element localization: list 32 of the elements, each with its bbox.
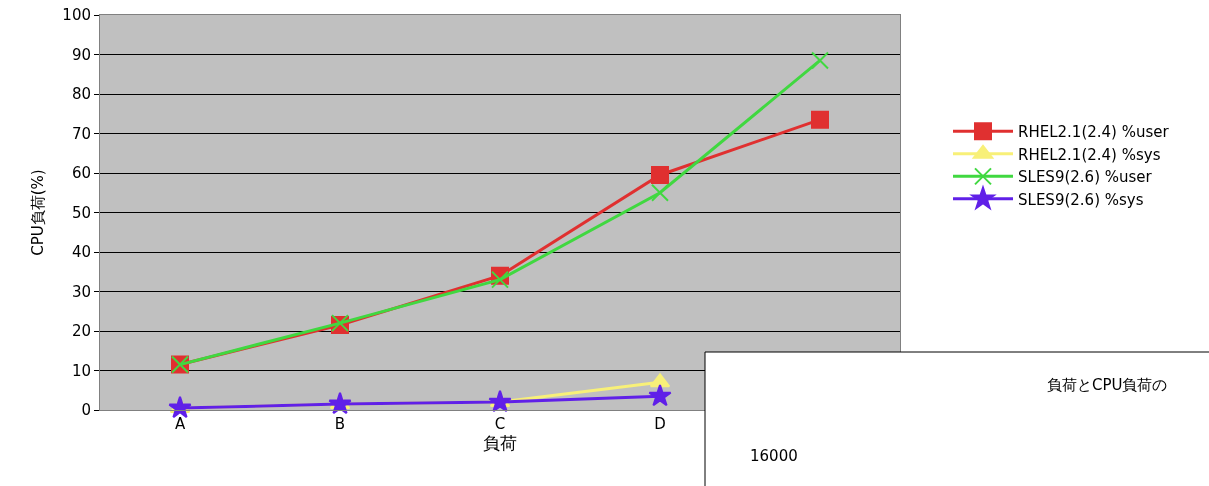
y-tick-label: 60: [71, 164, 91, 183]
y-tick-label: 100: [62, 6, 91, 25]
point: [648, 383, 672, 407]
point: [811, 110, 829, 129]
y-tick-label: 80: [71, 85, 91, 104]
legend-label: RHEL2.1(2.4) %user: [1018, 123, 1170, 142]
x-tick-label: A: [174, 415, 186, 433]
y-tick-label: 70: [71, 124, 91, 143]
legend-label: SLES9(2.6) %user: [1018, 168, 1153, 187]
y-axis-title: CPU負荷(%): [28, 169, 47, 256]
x-tick-label: B: [334, 415, 346, 433]
y-tick-label: 40: [71, 243, 91, 262]
point: [491, 270, 509, 289]
y-tick-label: 20: [71, 322, 91, 341]
point: [651, 183, 669, 202]
x-tick-label: C: [494, 415, 506, 433]
y-tick-label: 0: [81, 401, 91, 420]
y-tick-label: 90: [71, 45, 91, 64]
point: [811, 51, 829, 70]
y-tick-label: 10: [71, 361, 91, 380]
point: [651, 165, 669, 184]
x-tick-label: D: [654, 415, 666, 433]
legend-label: RHEL2.1(2.4) %sys: [1018, 145, 1161, 164]
legend-label: SLES9(2.6) %sys: [1018, 190, 1144, 209]
text: 16000: [750, 447, 798, 465]
y-tick-label: 30: [71, 282, 91, 301]
point: [168, 395, 192, 419]
point: [488, 389, 512, 413]
point: [328, 391, 352, 415]
y-tick-label: 50: [71, 203, 91, 222]
text: 負荷とCPU負荷の: [1047, 376, 1168, 394]
x-axis-title: 負荷: [483, 433, 517, 453]
